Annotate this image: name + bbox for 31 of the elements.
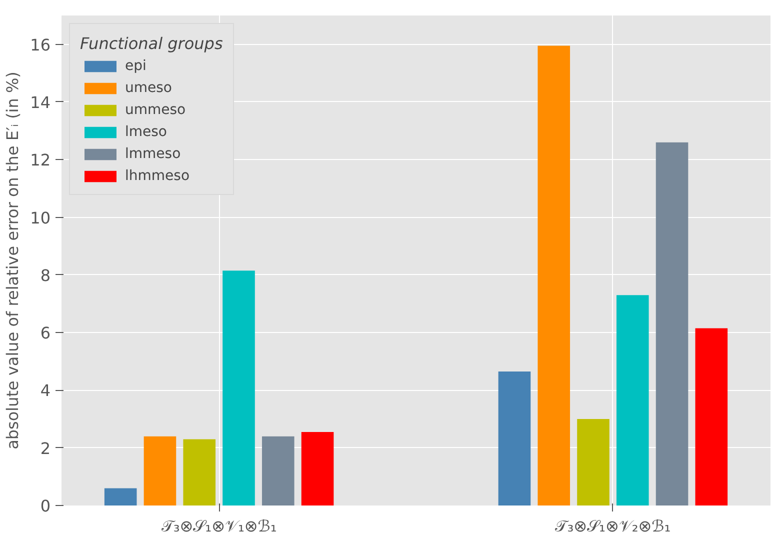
legend-title: Functional groups <box>80 34 223 53</box>
bar <box>183 439 216 506</box>
y-tick-label: 0 <box>40 496 51 516</box>
y-tick-label: 10 <box>30 208 50 228</box>
bar <box>262 436 294 506</box>
legend-label: lmeso <box>125 124 167 140</box>
bar <box>577 419 610 506</box>
bar <box>498 371 531 506</box>
bar <box>104 488 137 506</box>
bar <box>144 436 176 506</box>
x-tick-label: 𝒯₃⊗𝒮₁⊗𝒱₁⊗ℬ₁ <box>161 516 277 536</box>
bar <box>656 142 688 506</box>
y-tick-label: 6 <box>40 324 51 343</box>
bar <box>301 432 334 506</box>
bar <box>616 295 649 506</box>
y-tick-label: 14 <box>30 92 50 112</box>
legend-label: lhmmeso <box>125 168 190 184</box>
y-tick-label: 16 <box>30 35 50 54</box>
y-axis-title: absolute value of relative error on the E′ᵢ (in %) <box>3 72 22 450</box>
y-tick-label: 4 <box>40 381 51 400</box>
y-tick-label: 8 <box>40 266 51 285</box>
legend-label: umeso <box>125 80 172 96</box>
bar <box>222 270 255 506</box>
y-tick-label: 2 <box>40 438 51 458</box>
bar <box>538 46 570 506</box>
legend-label: ummeso <box>125 102 186 118</box>
y-tick-label: 12 <box>30 150 50 170</box>
legend-label: lmmeso <box>125 146 181 162</box>
legend-label: epi <box>125 58 146 74</box>
bar <box>695 328 728 506</box>
x-tick-label: 𝒯₃⊗𝒮₁⊗𝒱₂⊗ℬ₁ <box>555 516 671 536</box>
